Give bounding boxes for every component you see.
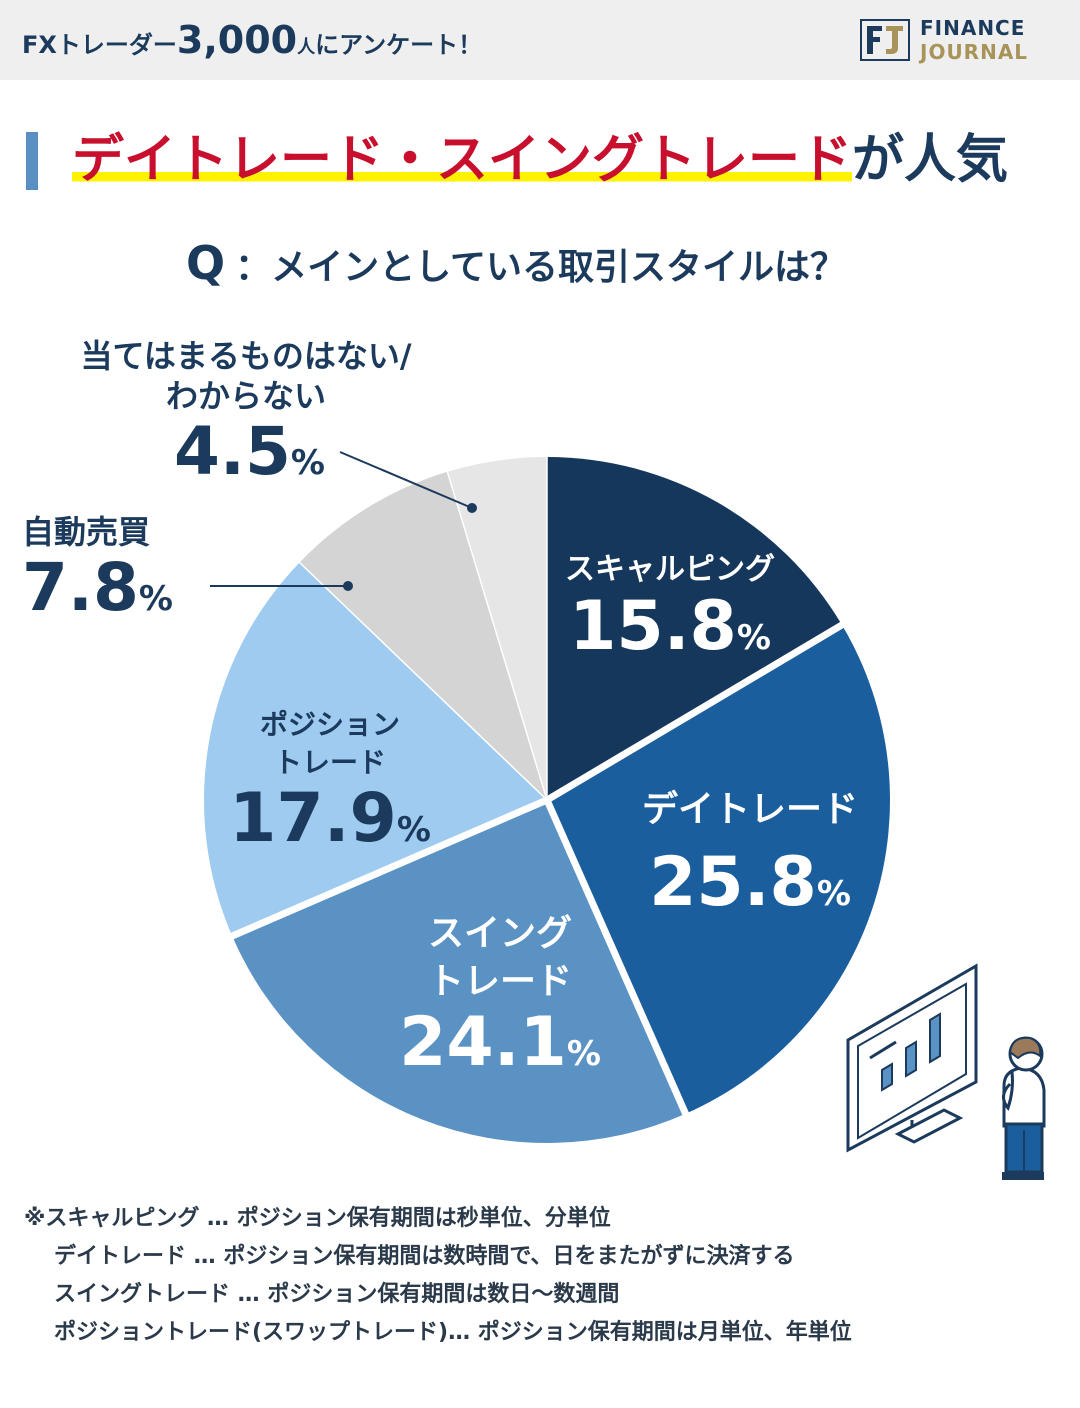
slice-separator — [543, 798, 691, 1119]
slice-separator — [545, 619, 848, 804]
question-text: ：メインとしている取引スタイルは？ — [235, 247, 847, 288]
title-accent-bar — [26, 132, 38, 190]
slice-swing — [232, 800, 686, 1144]
header-survey-text: FXトレーダー3,000人にアンケート！ — [22, 18, 482, 62]
note-position: ポジショントレード(スワップトレード)… ポジション保有期間は月単位、年単位 — [54, 1320, 852, 1345]
label-position-name-1: ポジション — [259, 708, 400, 741]
header-bar: FXトレーダー3,000人にアンケート！ FINANCE JOURNAL — [0, 0, 1080, 80]
label-none-name-2: わからない — [165, 377, 326, 415]
slice-separator-thin — [299, 561, 548, 801]
label-position-pct: % — [396, 810, 431, 850]
finance-journal-logo: FINANCE JOURNAL — [860, 16, 1060, 66]
slice-scalping — [547, 457, 842, 800]
label-daytrade-value: 25.8 — [649, 843, 817, 922]
label-scalping-value: 15.8 — [569, 587, 737, 666]
leader-auto-dot — [343, 581, 353, 591]
label-scalping-name: スキャルピング — [565, 552, 775, 587]
label-none: 当てはまるものはない/ わからない 4.5% — [46, 336, 446, 499]
question-mark: Q — [186, 236, 226, 290]
note-scalping: ※スキャルピング … ポジション保有期間は秒単位、分単位 — [24, 1206, 611, 1231]
leader-none-dot — [467, 503, 477, 513]
header-prefix: FXトレーダー — [22, 31, 177, 59]
page-title: デイトレード・スイングトレードが人気 — [72, 124, 1008, 196]
label-none-value: 4.5 — [174, 413, 291, 490]
label-position: ポジション トレード 17.9% — [215, 706, 445, 867]
survey-question: Q ：メインとしている取引スタイルは？ — [186, 236, 846, 290]
person-at-monitor-illustration — [846, 963, 1046, 1180]
fj-logo-icon — [860, 19, 910, 61]
label-swing-value: 24.1 — [399, 1003, 567, 1082]
label-scalping: スキャルピング 15.8% — [555, 550, 785, 675]
label-none-pct: % — [290, 443, 325, 483]
title-rest: が人気 — [852, 130, 1009, 190]
header-unit: 人 — [297, 37, 316, 58]
monitor-icon — [846, 963, 978, 1153]
label-daytrade-pct: % — [816, 874, 851, 914]
slice-auto — [299, 471, 547, 800]
label-swing-name-1: スイング — [427, 913, 572, 954]
label-none-name-1: 当てはまるものはない/ — [80, 337, 412, 375]
header-count: 3,000 — [176, 18, 298, 62]
label-swing-pct: % — [566, 1034, 601, 1074]
label-auto-pct: % — [138, 579, 173, 619]
label-swing: スイング トレード 24.1% — [380, 910, 620, 1091]
note-daytrade: デイトレード … ポジション保有期間は数時間で、日をまたがずに決済する — [54, 1244, 795, 1269]
label-daytrade: デイトレード 25.8% — [615, 786, 885, 931]
slice-position — [204, 562, 548, 937]
slice-none — [447, 457, 547, 800]
label-position-name-2: トレード — [273, 746, 386, 779]
label-position-value: 17.9 — [229, 779, 397, 858]
definition-notes: ※スキャルピング … ポジション保有期間は秒単位、分単位 デイトレード … ポジ… — [24, 1200, 852, 1352]
note-swing: スイングトレード … ポジション保有期間は数日〜数週間 — [54, 1282, 620, 1307]
label-auto-name: 自動売買 — [22, 513, 151, 551]
label-daytrade-name: デイトレード — [641, 789, 858, 830]
logo-text-finance: FINANCE — [920, 16, 1026, 40]
header-suffix: にアンケート！ — [315, 31, 483, 59]
slice-separator — [227, 796, 549, 941]
logo-text-journal: JOURNAL — [920, 40, 1029, 64]
person-icon — [1002, 1036, 1046, 1180]
label-swing-name-2: トレード — [427, 961, 572, 1002]
title-highlight: デイトレード・スイングトレード — [72, 130, 853, 190]
label-auto: 自動売買 7.8% — [22, 512, 192, 635]
slice-separator-thin — [446, 471, 548, 801]
label-auto-value: 7.8 — [22, 549, 139, 626]
leader-none-line — [339, 451, 473, 509]
label-scalping-pct: % — [736, 618, 771, 658]
